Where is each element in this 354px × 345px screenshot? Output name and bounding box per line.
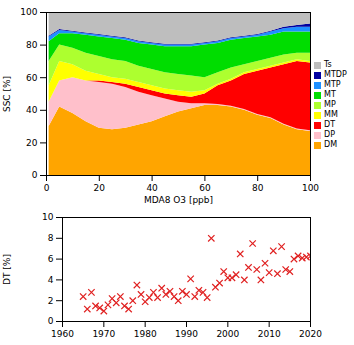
svg-text:2000: 2000 — [216, 329, 239, 339]
svg-text:0: 0 — [44, 183, 50, 193]
svg-text:4: 4 — [48, 275, 54, 285]
svg-text:20: 20 — [94, 183, 106, 193]
html-text:Ts: Ts — [324, 60, 332, 69]
html-text:MM: MM — [324, 110, 338, 119]
svg-text:8: 8 — [48, 233, 54, 243]
svg-text:100: 100 — [302, 183, 319, 193]
svg-text:100: 100 — [20, 7, 37, 17]
html-text:MP: MP — [324, 100, 336, 109]
svg-text:40: 40 — [146, 183, 158, 193]
svg-text:60: 60 — [199, 183, 211, 193]
svg-text:6: 6 — [48, 254, 54, 264]
svg-text:2: 2 — [48, 296, 54, 306]
svg-text:1980: 1980 — [134, 329, 157, 339]
svg-text:0: 0 — [48, 316, 54, 326]
html-text:MT: MT — [324, 90, 336, 99]
svg-text:80: 80 — [252, 183, 264, 193]
svg-text:20: 20 — [26, 138, 38, 148]
svg-text:1990: 1990 — [175, 329, 198, 339]
svg-text:1960: 1960 — [51, 329, 74, 339]
html-text:DP: DP — [324, 130, 335, 139]
html-text:MTDP: MTDP — [324, 70, 347, 79]
svg-text:1970: 1970 — [92, 329, 115, 339]
svg-text:DT [%]: DT [%] — [2, 254, 12, 285]
svg-text:2010: 2010 — [258, 329, 281, 339]
html-text:DM: DM — [324, 140, 338, 149]
svg-text:80: 80 — [26, 40, 38, 50]
svg-text:SSC [%]: SSC [%] — [2, 76, 12, 112]
svg-text:2020: 2020 — [299, 329, 322, 339]
html-text:MTP: MTP — [324, 80, 341, 89]
svg-text:0: 0 — [32, 170, 38, 180]
svg-text:40: 40 — [26, 105, 38, 115]
svg-text:10: 10 — [42, 212, 54, 222]
svg-text:60: 60 — [26, 73, 38, 83]
svg-text:MDA8 O3 [ppb]: MDA8 O3 [ppb] — [144, 195, 213, 205]
html-text:DT: DT — [324, 120, 335, 129]
